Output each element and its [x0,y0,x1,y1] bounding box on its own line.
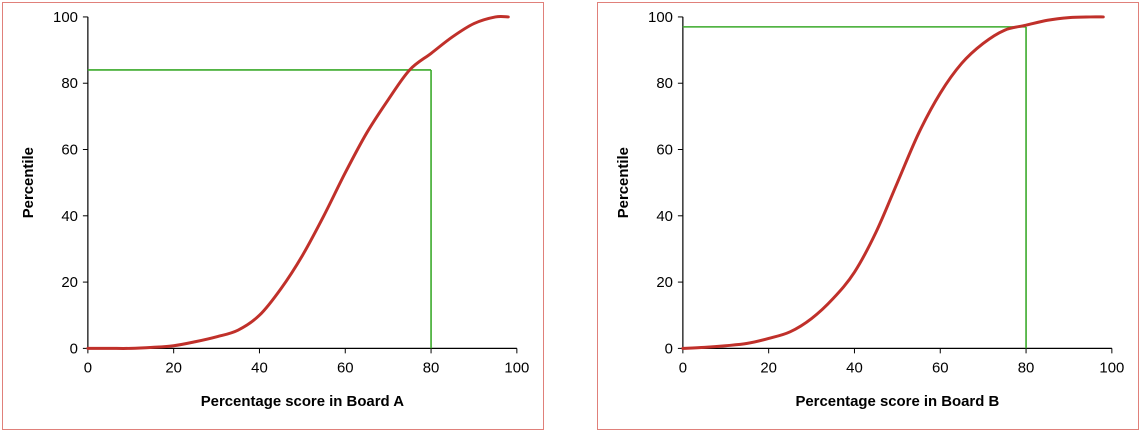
y-tick-label: 20 [656,274,673,291]
y-tick-label: 100 [648,9,673,26]
x-tick-label: 80 [1018,359,1035,376]
chart-board-a: 0 20 40 60 80 100 0 20 40 60 80 100 Percentage score… [20,9,529,410]
x-tick-label: 40 [251,359,268,376]
y-tick-label: 60 [656,141,673,158]
percentile-curve [86,14,510,350]
x-tick-label: 80 [423,359,440,376]
y-axis-title: Percentile [615,147,632,218]
y-axis-title: Percentile [20,147,37,218]
x-tick-label: 0 [679,359,687,376]
chart-panel-board-b: 0 20 40 60 80 100 0 20 40 60 80 100 Percentage score… [597,2,1139,430]
y-tick-label: 0 [70,340,78,357]
y-tick-label: 100 [53,9,78,26]
x-axis-title: Percentage score in Board B [795,393,999,410]
y-tick-label: 80 [656,75,673,92]
x-tick-label: 20 [165,359,182,376]
x-tick-label: 0 [84,359,92,376]
x-tick-label: 40 [846,359,863,376]
x-axis-title: Percentage score in Board A [201,393,404,410]
y-tick-label: 60 [61,141,78,158]
percentile-curve [681,15,1105,350]
y-tick-label: 0 [665,340,673,357]
x-tick-label: 60 [932,359,949,376]
x-tick-label: 60 [337,359,354,376]
y-tick-label: 40 [61,208,78,225]
x-tick-label: 20 [760,359,777,376]
x-tick-label: 100 [1099,359,1124,376]
y-tick-label: 20 [61,274,78,291]
y-tick-label: 40 [656,208,673,225]
y-tick-label: 80 [61,75,78,92]
chart-board-b: 0 20 40 60 80 100 0 20 40 60 80 100 Percentage score… [615,9,1124,410]
x-tick-label: 100 [504,359,529,376]
chart-panel-board-a: 0 20 40 60 80 100 0 20 40 60 80 100 Percentage score… [2,2,544,430]
